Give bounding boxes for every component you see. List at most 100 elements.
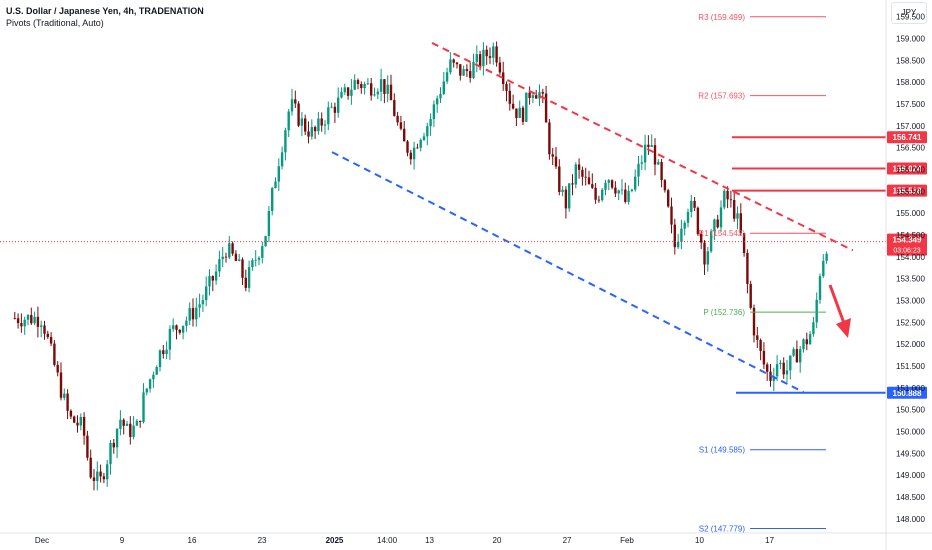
candle-body — [541, 92, 544, 94]
candle-body — [386, 84, 389, 94]
overlays: R3 (159.499) R2 (157.693) R1 (154.542) P (1… — [0, 13, 927, 534]
candle-body — [442, 81, 445, 94]
resistance-price-label: 156.024 — [893, 165, 922, 174]
candle-body — [89, 457, 92, 478]
resistance-price-label: 155.518 — [893, 187, 922, 196]
candle-body — [505, 84, 508, 91]
price-tick-label: 155.000 — [896, 209, 925, 218]
candle-body — [396, 115, 399, 123]
candle-body — [323, 124, 327, 126]
candle-body — [703, 242, 706, 265]
candle-body — [356, 80, 360, 84]
candle-body — [234, 253, 238, 261]
candle-body — [389, 84, 393, 101]
price-tick-label: 150.000 — [896, 428, 925, 437]
time-tick-label: 13 — [425, 536, 434, 545]
candle-body — [729, 199, 733, 201]
candle-body — [495, 46, 498, 63]
candle-body — [218, 259, 221, 272]
currency-button[interactable]: JPY — [891, 2, 927, 24]
candle-body — [135, 420, 139, 426]
candle-body — [581, 169, 584, 177]
candle-body — [403, 128, 406, 142]
candle-body — [607, 180, 610, 183]
candles — [13, 41, 828, 491]
candle-body — [482, 49, 485, 67]
candle-body — [145, 388, 148, 393]
price-tick-label: 148.500 — [896, 493, 925, 502]
candle-body — [455, 62, 459, 65]
candle-body — [313, 127, 317, 132]
candle-body — [511, 103, 515, 109]
candle-body — [508, 90, 511, 104]
candle-body — [99, 471, 102, 477]
price-tick-label: 159.000 — [896, 35, 925, 44]
candle-body — [716, 219, 719, 228]
candle-body — [109, 442, 112, 465]
time-tick-label: 27 — [563, 536, 572, 545]
candle-body — [518, 107, 521, 118]
candle-body — [244, 277, 247, 288]
candle-body — [122, 419, 125, 426]
candle-body — [531, 95, 535, 98]
candle-body — [799, 349, 802, 363]
candle-body — [96, 471, 99, 482]
candle-body — [155, 367, 158, 375]
candle-body — [333, 106, 337, 113]
price-tick-label: 149.000 — [896, 471, 925, 480]
candle-body — [746, 252, 749, 284]
candle-body — [551, 154, 554, 157]
candle-body — [436, 98, 439, 105]
candle-body — [614, 187, 617, 194]
candle-body — [432, 104, 436, 120]
time-tick-label: 14:00 — [377, 536, 398, 545]
candle-body — [353, 80, 356, 90]
candle-body — [528, 92, 531, 98]
candle-body — [195, 307, 198, 320]
time-tick-label: 20 — [493, 536, 502, 545]
candle-body — [379, 79, 383, 92]
candle-body — [686, 211, 690, 223]
candle-body — [564, 189, 568, 209]
time-axis: Dec 9 16 23 2025 14:00 13 20 27 Feb 10 17 — [0, 532, 932, 545]
candle-body — [726, 190, 729, 200]
candle-body — [601, 189, 604, 201]
price-tick-label: 156.000 — [896, 166, 925, 175]
candle-body — [158, 350, 162, 368]
candle-body — [696, 207, 700, 234]
candle-body — [429, 119, 432, 127]
candle-body — [657, 161, 660, 165]
candle-body — [630, 189, 634, 192]
candle-body — [766, 364, 769, 372]
candle-body — [667, 190, 670, 207]
candle-body — [406, 141, 409, 153]
candle-body — [165, 349, 168, 355]
candle-body — [172, 325, 175, 329]
candle-body — [634, 176, 637, 190]
candle-body — [297, 103, 300, 126]
pivot-label: S1 (149.585) — [699, 446, 746, 455]
candle-body — [574, 164, 577, 185]
candle-body — [257, 257, 261, 260]
candle-body — [49, 337, 53, 344]
candle-body — [515, 108, 518, 118]
candle-body — [393, 100, 396, 116]
candle-body — [548, 122, 551, 155]
candle-body — [261, 246, 264, 258]
candle-body — [498, 62, 502, 73]
candle-body — [66, 393, 69, 411]
candle-body — [139, 420, 142, 422]
pivot-label: S2 (147.779) — [699, 525, 746, 534]
candle-body — [452, 59, 455, 63]
candle-body — [13, 318, 16, 319]
candle-body — [82, 416, 86, 436]
price-tick-label: 159.500 — [896, 13, 925, 22]
candle-body — [736, 213, 739, 219]
candle-body — [86, 435, 89, 458]
candle-body — [320, 118, 323, 126]
candle-body — [554, 156, 558, 167]
time-tick-label: 23 — [258, 536, 267, 545]
pivot-label: R1 (154.542) — [698, 229, 745, 238]
indicator-label: Pivots (Traditional, Auto) — [6, 18, 104, 28]
